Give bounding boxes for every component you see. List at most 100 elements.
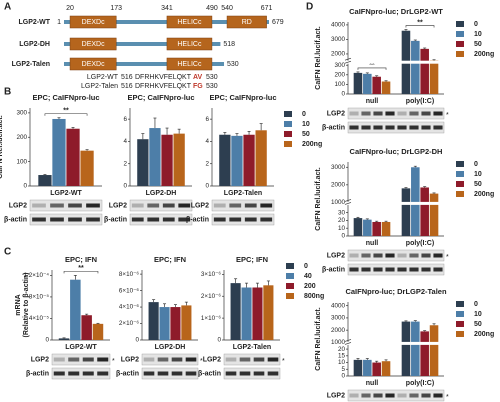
bar [159, 307, 170, 340]
y-tick-label: 0 [341, 91, 345, 98]
blot-label: β-actin [104, 216, 127, 223]
break-mark [344, 202, 352, 205]
break-mark [344, 342, 352, 345]
bar [363, 73, 372, 94]
blot-label: LGP2 [203, 356, 221, 363]
legend-label: 800ng [304, 293, 324, 300]
bar [92, 323, 104, 340]
y-tick-label: 0 [217, 337, 221, 344]
seq-body: DFRHKVFELQKT [135, 83, 192, 90]
category-label: null [366, 380, 378, 387]
y-tick-label: 20 [338, 346, 346, 353]
blot-band [185, 357, 197, 362]
y-axis-label: CaIFN Rel.lucif.act. [315, 307, 322, 370]
bar [363, 359, 372, 376]
panel-letter: B [4, 87, 11, 98]
blot-strip [347, 249, 445, 262]
bar [230, 283, 241, 340]
chart-title: CaIFNpro-luc; DrLGP2-WT [349, 7, 443, 16]
y-tick-label: 8×10⁻⁵ [29, 294, 50, 301]
category-label: LGP2-WT [65, 344, 97, 351]
legend-label: 10 [474, 171, 482, 178]
category-label: poly(I:C) [406, 98, 434, 105]
legend-swatch [456, 181, 464, 187]
blot-band [131, 203, 144, 208]
y-tick-label: 200 [334, 71, 345, 78]
blot-band [97, 357, 109, 362]
blot-band [433, 267, 443, 272]
significance-label: ** [417, 19, 423, 26]
construct-name: LGP2-DH [19, 41, 50, 48]
blot-band [32, 203, 46, 208]
blot-band [229, 203, 242, 208]
bar [353, 218, 363, 236]
y-tick-label: 0 [23, 183, 27, 190]
bar [411, 40, 420, 94]
y-axis-label: (Relative to β-actin) [23, 273, 30, 338]
blot-strip [51, 353, 111, 366]
blot-band [253, 371, 265, 376]
bar [381, 221, 391, 236]
blot-band [143, 357, 155, 362]
blot-band [97, 371, 109, 376]
blot-band [385, 125, 395, 130]
legend-swatch [286, 263, 294, 269]
y-tick-label: 10 [338, 225, 346, 232]
axis-break [345, 201, 444, 205]
backbone [64, 20, 269, 24]
construct-name: LGP2-WT [19, 19, 51, 26]
chart-title: EPC; IFN [236, 255, 268, 264]
category-label: LGP2-DH [146, 190, 177, 197]
blot-band [385, 267, 395, 272]
backbone [64, 42, 221, 46]
backbone [64, 62, 225, 66]
domain-box [166, 15, 213, 29]
blot-band [433, 125, 443, 130]
legend-swatch [456, 301, 464, 307]
legend-swatch [456, 31, 464, 37]
blot-band [213, 203, 226, 208]
y-tick-label: 6 [205, 116, 209, 123]
bar [52, 118, 66, 186]
blot-band [421, 393, 431, 398]
bar [381, 81, 391, 94]
blot-band [361, 125, 371, 130]
blot-band [253, 357, 265, 362]
blot-band [361, 111, 371, 116]
break-mark [344, 60, 352, 64]
domain-label: DEXDc [82, 19, 105, 26]
legend-label: 50 [302, 131, 310, 138]
start-number: 1 [57, 19, 61, 26]
significance-label: ** [78, 265, 84, 272]
significance-bracket [405, 25, 435, 28]
legend-label: 200ng [474, 331, 494, 338]
y-tick-label: 2000 [331, 51, 346, 58]
blot-band [397, 253, 407, 258]
blot-label: LGP2 [109, 202, 127, 209]
blot-label: LGP2 [327, 110, 345, 117]
y-tick-label: 2000 [331, 327, 346, 334]
blot-band [229, 217, 242, 222]
legend-swatch [456, 41, 464, 47]
y-tick-label: 100 [16, 158, 27, 165]
y-tick-label: 2 [205, 160, 209, 167]
blot-band [68, 371, 80, 376]
legend-swatch [284, 121, 292, 127]
blot-band [68, 217, 82, 222]
bar [170, 307, 181, 340]
legend-label: 0 [304, 263, 308, 270]
blot-band [213, 217, 226, 222]
blot-band [433, 253, 443, 258]
seq-name: LGP2-Talen [81, 83, 118, 90]
blot-band [421, 253, 431, 258]
blot-strip [347, 121, 445, 134]
y-axis-label: CaIFN Rel.lucif.act. [0, 115, 4, 178]
blot-band [409, 111, 419, 116]
blot-band [53, 371, 65, 376]
category-label: null [366, 240, 378, 247]
legend-swatch [286, 273, 294, 279]
y-tick-label: 100 [334, 81, 345, 88]
legend-swatch [284, 111, 292, 117]
bar [353, 72, 363, 94]
